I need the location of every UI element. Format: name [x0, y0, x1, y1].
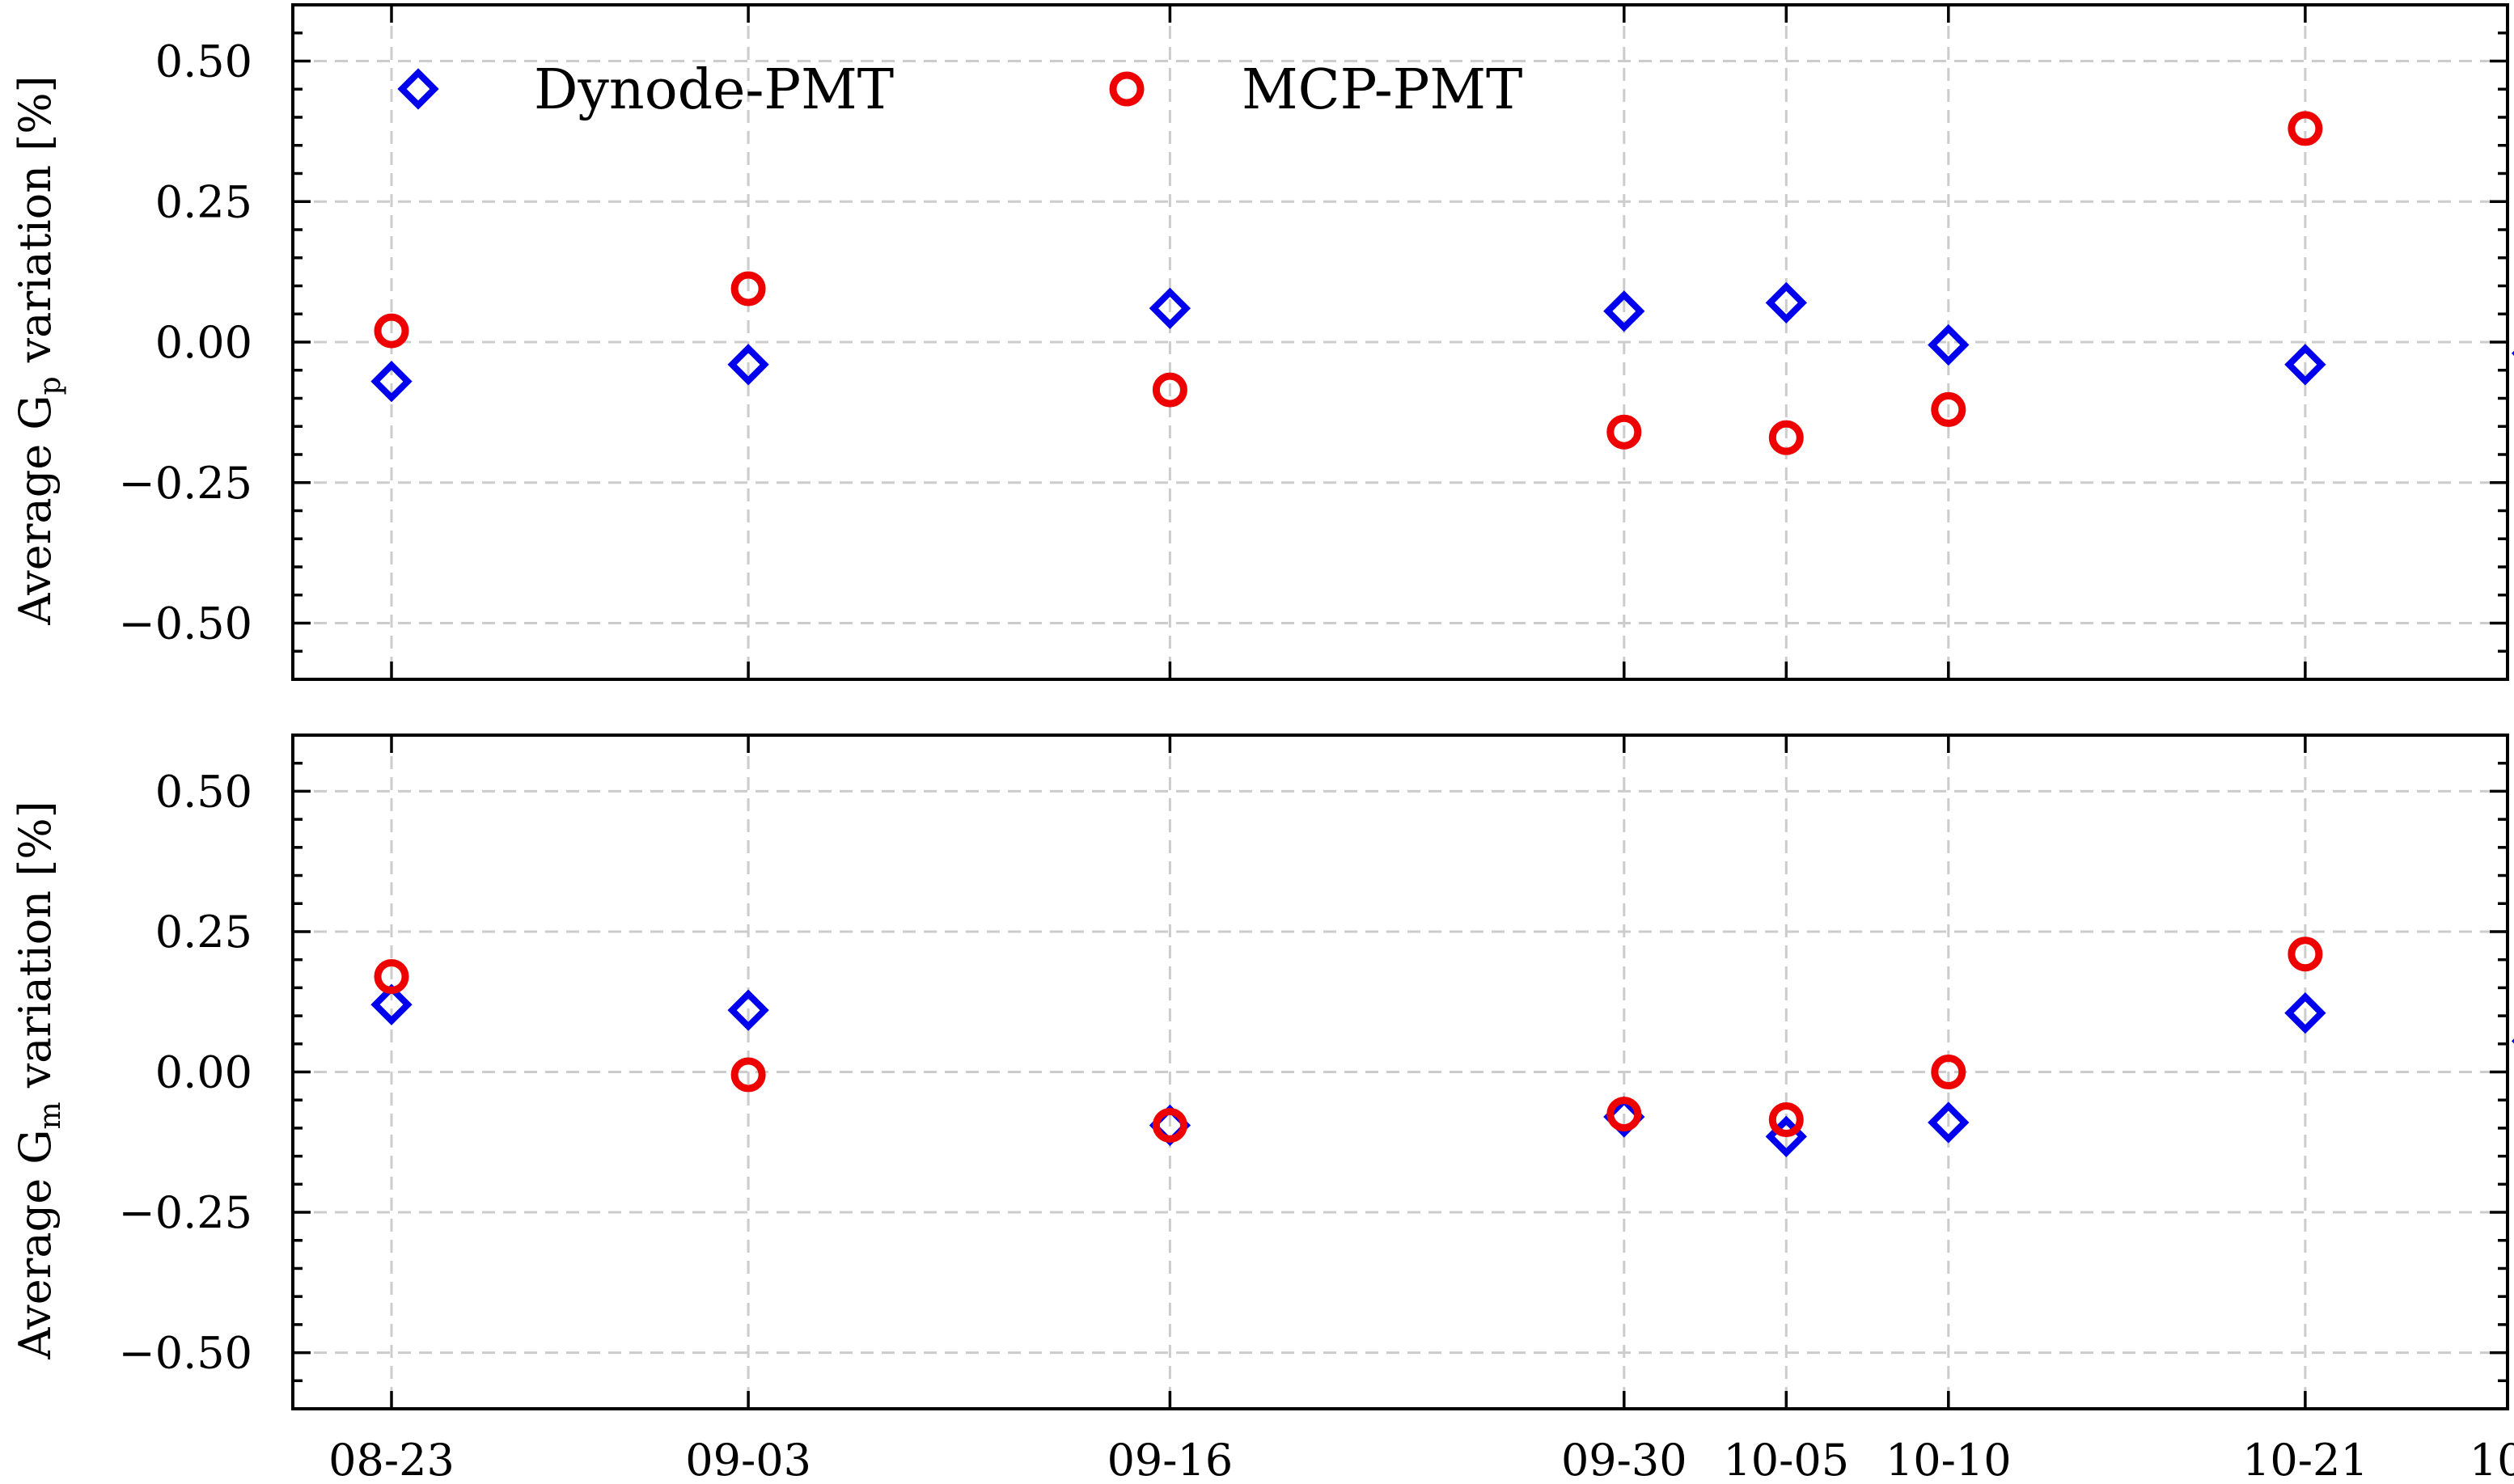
x-tick-label: 10-10 [1886, 1435, 2012, 1484]
y-tick-label: 0.50 [155, 766, 252, 817]
y-tick-label: −0.25 [119, 1187, 252, 1238]
dynode-pmt-point [1765, 281, 1807, 324]
panel-1: 0.50 0.25 0.00 −0.25 −0.50 Average Gp variati… [10, 3, 2514, 681]
mcp-pmt-point [1768, 1102, 1804, 1138]
y-tick-label: 0.00 [155, 317, 252, 368]
x-tick-label: 09-16 [1107, 1435, 1234, 1484]
dynode-pmt-point [727, 344, 769, 386]
mcp-pmt-point [1768, 420, 1804, 455]
x-tick-label: 08-23 [328, 1435, 455, 1484]
legend-label: Dynode-PMT [534, 58, 894, 122]
dynode-pmt-point [370, 983, 413, 1025]
mcp-pmt-point [1931, 1055, 1966, 1089]
y-tick-label: 0.25 [155, 176, 252, 227]
y-tick-label: −0.50 [119, 598, 252, 649]
x-tick-label: 10-21 [2242, 1435, 2368, 1484]
dynode-pmt-point [1928, 323, 1970, 366]
mcp-pmt-point [1152, 372, 1187, 408]
mcp-pmt-point [374, 958, 409, 994]
dynode-pmt-point [1603, 290, 1645, 332]
x-tick-label: 10-28 [2470, 1435, 2514, 1484]
panel-2: 0.50 0.25 0.00 −0.25 −0.50 Average Gm variati… [10, 734, 2514, 1484]
legend: Dynode-PMT MCP-PMT [397, 58, 1522, 122]
mcp-pmt-point [730, 1057, 766, 1093]
dynode-pmt-point [1928, 1101, 1970, 1144]
y-tick-label: 0.50 [155, 36, 252, 87]
mcp-pmt-point [1152, 1107, 1187, 1143]
dynode-pmt-point [2284, 991, 2326, 1034]
mcp-pmt-point [730, 271, 766, 307]
dynode-pmt-point [1149, 287, 1191, 329]
x-tick-label: 09-03 [685, 1435, 811, 1484]
mcp-pmt-point [2288, 111, 2323, 146]
y-axis-label: Average Gp variation [%] [10, 75, 67, 625]
y-tick-label: 0.00 [155, 1047, 252, 1098]
mcp-pmt-point [374, 313, 409, 349]
dynode-pmt-point [370, 360, 413, 403]
chart-panels: 0.50 0.25 0.00 −0.25 −0.50 Average Gp variati… [10, 3, 2514, 1484]
y-tick-label: 0.25 [155, 907, 252, 958]
y-tick-label: −0.25 [119, 458, 252, 509]
y-tick-label: −0.50 [119, 1328, 252, 1379]
y-axis-label: Average Gm variation [%] [10, 801, 67, 1359]
x-tick-label: 09-30 [1561, 1435, 1687, 1484]
mcp-pmt-point [1606, 1097, 1642, 1132]
mcp-pmt-point [1931, 391, 1966, 427]
dynode-pmt-point [727, 989, 769, 1031]
mcp-pmt-point [2288, 936, 2323, 972]
dynode-pmt-point [2284, 344, 2326, 386]
legend-label: MCP-PMT [1242, 58, 1522, 122]
legend-mcp-marker [1109, 71, 1145, 107]
x-tick-label: 10-05 [1723, 1435, 1849, 1484]
legend-dynode-marker [397, 68, 439, 110]
mcp-pmt-point [1606, 414, 1642, 450]
